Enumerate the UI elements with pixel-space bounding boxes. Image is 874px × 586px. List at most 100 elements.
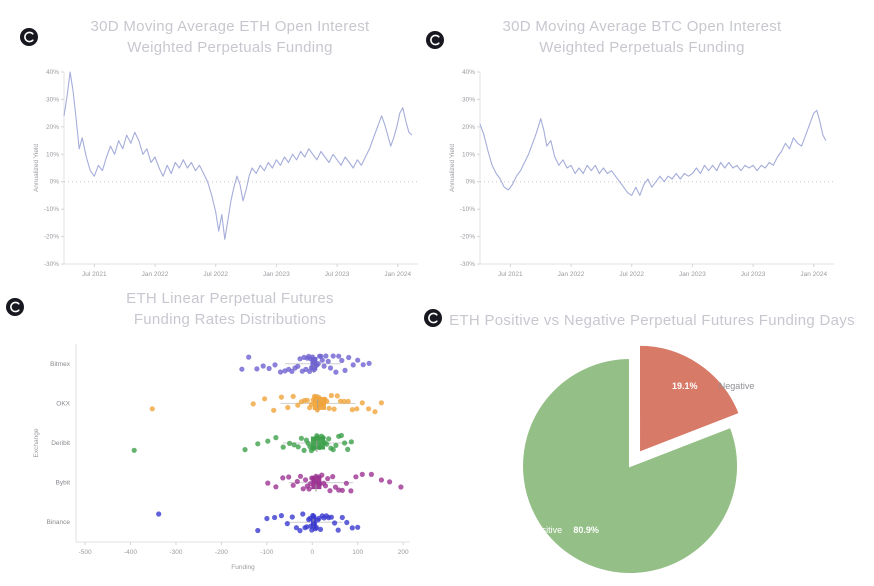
y-tick-label: 10% bbox=[462, 151, 475, 158]
brand-logo-glyph bbox=[6, 298, 24, 316]
data-point bbox=[297, 528, 303, 534]
data-point bbox=[289, 514, 295, 520]
data-point bbox=[325, 476, 331, 482]
data-point bbox=[345, 398, 351, 404]
strip-row-deribit: Deribit bbox=[51, 432, 354, 454]
chart-title-eth-distributions: ETH Linear Perpetual Futures Funding Rat… bbox=[126, 290, 334, 328]
data-point bbox=[315, 361, 321, 367]
data-point bbox=[322, 483, 329, 489]
data-point bbox=[254, 366, 260, 372]
data-point bbox=[346, 354, 352, 361]
data-point bbox=[265, 438, 271, 444]
series-line bbox=[479, 109, 827, 196]
y-tick-label: -30% bbox=[44, 261, 59, 268]
data-point bbox=[280, 444, 286, 450]
data-point bbox=[307, 481, 314, 487]
data-point bbox=[342, 367, 348, 373]
y-tick-label: 0% bbox=[50, 179, 60, 186]
data-point bbox=[350, 362, 356, 368]
y-tick-label: 0% bbox=[466, 179, 476, 186]
x-tick-label: Jan 2024 bbox=[384, 271, 411, 278]
brand-logo-icon bbox=[20, 28, 38, 46]
y-tick-label: 30% bbox=[462, 96, 475, 103]
data-point bbox=[387, 479, 393, 485]
data-point bbox=[354, 406, 360, 412]
data-point bbox=[260, 363, 266, 369]
data-point bbox=[266, 365, 272, 372]
data-point bbox=[335, 527, 341, 533]
x-tick-label: Jul 2021 bbox=[498, 271, 523, 278]
data-point bbox=[311, 445, 317, 451]
x-tick-label: Jan 2022 bbox=[142, 271, 169, 278]
y-tick-label: -20% bbox=[44, 234, 59, 241]
data-point bbox=[334, 393, 340, 399]
data-point bbox=[311, 367, 317, 373]
data-point bbox=[331, 406, 337, 412]
strip-row-bitmex: Bitmex bbox=[50, 353, 372, 375]
data-point bbox=[332, 520, 338, 526]
eth-distributions-strip-chart: -500 -400 -300 -200 -100 0 100 200 Bitmex OKX Deri… bbox=[33, 344, 410, 571]
data-point bbox=[366, 406, 372, 412]
data-point bbox=[348, 488, 354, 494]
data-point bbox=[343, 480, 349, 486]
y-tick-label: 40% bbox=[462, 69, 475, 76]
brand-logo-icon bbox=[6, 298, 24, 316]
exchange-label: OKX bbox=[56, 400, 70, 407]
data-point bbox=[349, 407, 355, 413]
data-point bbox=[326, 405, 332, 411]
data-point bbox=[398, 484, 404, 490]
y-tick-label: -10% bbox=[44, 206, 59, 213]
data-point bbox=[306, 486, 312, 492]
data-point bbox=[317, 526, 324, 532]
data-point bbox=[355, 357, 361, 363]
data-point bbox=[286, 474, 292, 480]
series-line bbox=[63, 71, 413, 240]
data-point bbox=[293, 525, 299, 531]
data-point bbox=[313, 524, 319, 531]
pie-pct-label: 19.1% bbox=[672, 381, 698, 391]
data-point bbox=[301, 447, 307, 453]
data-point bbox=[325, 358, 331, 364]
data-point bbox=[330, 353, 336, 359]
data-point bbox=[342, 440, 348, 446]
brand-logo-icon bbox=[424, 309, 442, 327]
x-tick-label: -300 bbox=[169, 549, 182, 556]
data-point bbox=[360, 362, 366, 368]
data-point bbox=[242, 447, 248, 453]
data-point bbox=[327, 488, 333, 494]
x-tick-label: 100 bbox=[352, 549, 363, 556]
strip-row-okx: OKX bbox=[56, 392, 384, 415]
x-tick-label: Jul 2022 bbox=[203, 271, 228, 278]
pie-name-label: Positive bbox=[531, 525, 563, 535]
data-point bbox=[239, 366, 245, 372]
data-point bbox=[328, 392, 334, 399]
x-tick-label: Jul 2022 bbox=[619, 271, 644, 278]
data-point bbox=[273, 435, 279, 441]
data-point bbox=[308, 523, 314, 529]
data-point bbox=[330, 474, 336, 480]
data-point bbox=[287, 440, 293, 446]
data-point bbox=[297, 356, 303, 362]
data-point bbox=[321, 363, 327, 369]
data-point bbox=[324, 441, 330, 447]
data-point bbox=[324, 398, 330, 404]
y-tick-label: 10% bbox=[46, 151, 59, 158]
data-point bbox=[316, 394, 322, 400]
x-tick-label: Jul 2023 bbox=[325, 271, 350, 278]
brand-logo-icon bbox=[426, 31, 444, 49]
chart-title-eth-funding-days: ETH Positive vs Negative Perpetual Futur… bbox=[449, 312, 855, 329]
data-point bbox=[297, 473, 304, 479]
data-point bbox=[291, 442, 297, 448]
x-tick-label: Jan 2023 bbox=[263, 271, 290, 278]
data-point bbox=[312, 356, 318, 362]
data-point bbox=[280, 475, 286, 481]
data-point bbox=[304, 524, 310, 530]
pie-pct-label: 80.9% bbox=[573, 525, 599, 535]
chart-title-eth-funding: 30D Moving Average ETH Open Interest Wei… bbox=[90, 18, 370, 56]
data-point bbox=[333, 369, 339, 375]
data-point bbox=[300, 486, 306, 492]
y-tick-label: 20% bbox=[46, 124, 59, 131]
data-point bbox=[338, 432, 344, 439]
data-point bbox=[302, 477, 309, 483]
